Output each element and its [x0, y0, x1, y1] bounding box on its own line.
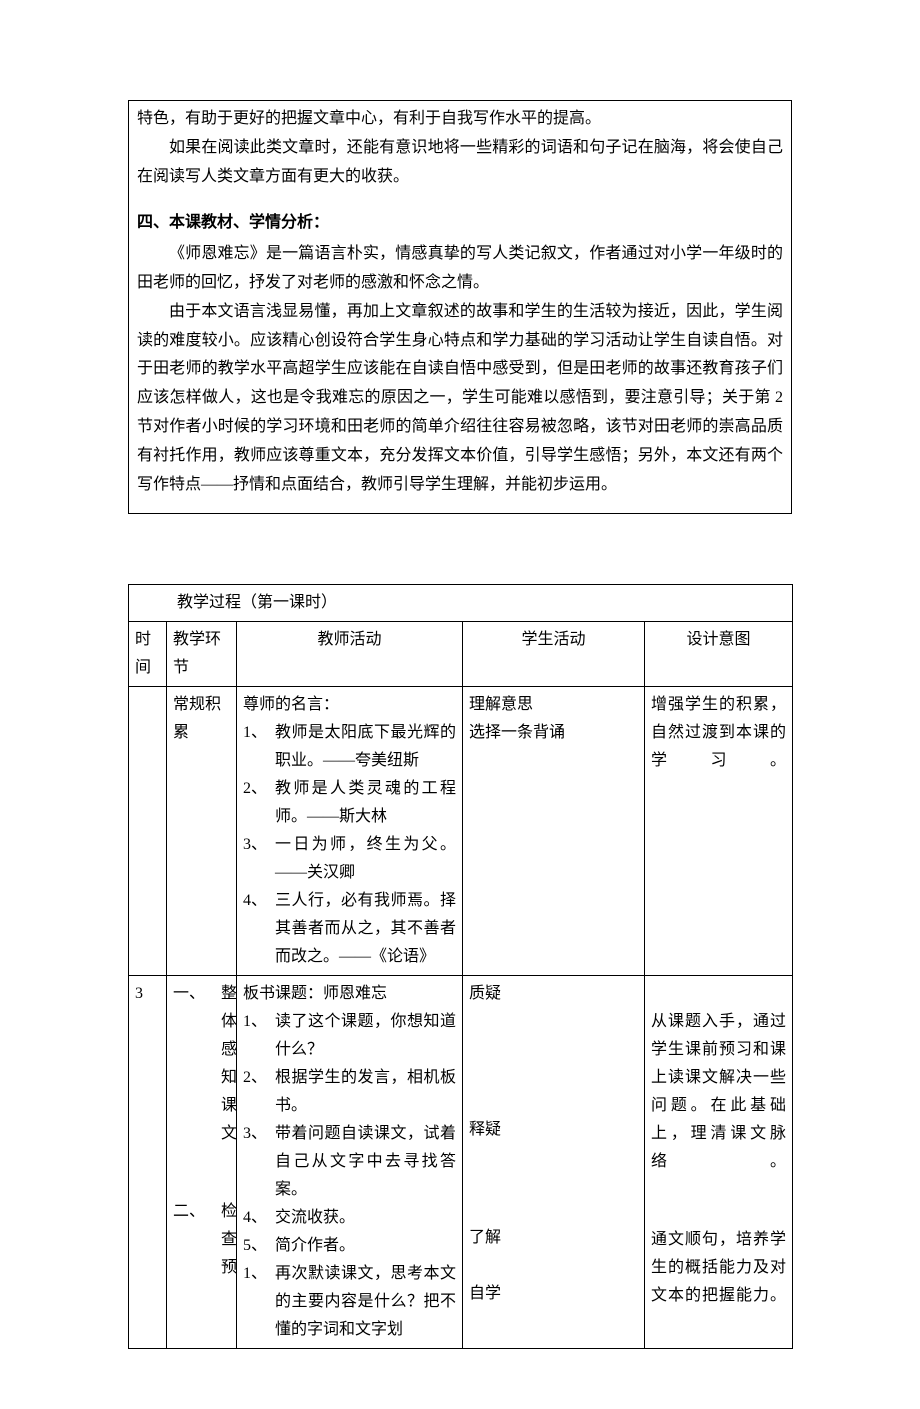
main-intent: 从课题入手，通过学生课前预习和课上读课文解决一些问题。在此基础上，理清课文脉络。… — [645, 976, 793, 1349]
list-item: 读了这个课题，你想知道什么？ — [275, 1013, 456, 1058]
table-row-main: 3 一、 整 体 感 知 课 文 二、 — [129, 976, 793, 1349]
section-heading-4: 四、本课教材、学情分析： — [137, 209, 783, 238]
main-step: 一、 整 体 感 知 课 文 二、 检 查 — [167, 976, 237, 1349]
main-time: 3 — [129, 976, 167, 1349]
main-teacher: 板书课题：师恩难忘 1、读了这个课题，你想知道什么？ 2、根据学生的发言，相机板… — [237, 976, 463, 1349]
accum-time — [129, 687, 167, 976]
main-teacher-list1: 1、读了这个课题，你想知道什么？ 2、根据学生的发言，相机板书。 3、带着问题自… — [243, 1008, 456, 1260]
table-row-accumulation: 常规积累 尊师的名言： 1、教师是太阳底下最光辉的职业。——夸美纽斯 2、教师是… — [129, 687, 793, 976]
header-teacher: 教师活动 — [237, 622, 463, 687]
table-header-row: 时间 教学环节 教师活动 学生活动 设计意图 — [129, 622, 793, 687]
student-q: 质疑 — [469, 980, 638, 1008]
accum-teacher: 尊师的名言： 1、教师是太阳底下最光辉的职业。——夸美纽斯 2、教师是人类灵魂的… — [237, 687, 463, 976]
accum-teacher-list: 1、教师是太阳底下最光辉的职业。——夸美纽斯 2、教师是人类灵魂的工程师。——斯… — [243, 719, 456, 971]
header-intent: 设计意图 — [645, 622, 793, 687]
header-step: 教学环节 — [167, 622, 237, 687]
lesson-plan-table: 教学过程（第一课时） 时间 教学环节 教师活动 学生活动 设计意图 常规积累 尊… — [128, 584, 793, 1349]
main-student: 质疑 释疑 了解 自学 — [463, 976, 645, 1349]
student-know: 了解 — [469, 1224, 638, 1252]
intent2: 通文顺句，培养学生的概括能力及对文本的把握能力。 — [651, 1226, 786, 1310]
accum-step: 常规积累 — [167, 687, 237, 976]
header-time: 时间 — [129, 622, 167, 687]
header-student: 学生活动 — [463, 622, 645, 687]
section4-para-b: 由于本文语言浅显易懂，再加上文章叙述的故事和学生的生活较为接近，因此，学生阅读的… — [137, 298, 783, 500]
plan-title: 教学过程（第一课时） — [129, 585, 793, 622]
list-item: 交流收获。 — [275, 1209, 355, 1226]
section4-para-a: 《师恩难忘》是一篇语言朴实，情感真挚的写人类记叙文，作者通过对小学一年级时的田老… — [137, 240, 783, 298]
analysis-text-block: 特色，有助于更好的把握文章中心，有利于自我写作水平的提高。 如果在阅读此类文章时… — [128, 100, 792, 514]
list-item: 简介作者。 — [275, 1237, 355, 1254]
student-a: 释疑 — [469, 1116, 638, 1144]
list-item: 根据学生的发言，相机板书。 — [275, 1069, 456, 1114]
list-item: 一日为师，终生为父。——关汉卿 — [275, 836, 456, 881]
accum-student: 理解意思 选择一条背诵 — [463, 687, 645, 976]
table-title-row: 教学过程（第一课时） — [129, 585, 793, 622]
accum-teacher-lead: 尊师的名言： — [243, 691, 456, 719]
intro-line2: 如果在阅读此类文章时，还能有意识地将一些精彩的词语和句子记在脑海，将会使自己在阅… — [137, 134, 783, 192]
main-teacher-list2: 1、再次默读课文，思考本文的主要内容是什么？把不懂的字词和文字划 — [243, 1260, 456, 1344]
intro-line1: 特色，有助于更好的把握文章中心，有利于自我写作水平的提高。 — [137, 105, 783, 134]
main-teacher-lead1: 板书课题：师恩难忘 — [243, 980, 456, 1008]
list-item: 带着问题自读课文，试着自己从文字中去寻找答案。 — [275, 1125, 456, 1198]
list-item: 三人行，必有我师焉。择其善者而从之，其不善者而改之。——《论语》 — [275, 892, 456, 965]
intent1: 从课题入手，通过学生课前预习和课上读课文解决一些问题。在此基础上，理清课文脉络。 — [651, 1008, 786, 1176]
list-item: 教师是太阳底下最光辉的职业。——夸美纽斯 — [275, 724, 456, 769]
step2-vertical: 检 查 预 — [221, 1198, 230, 1282]
step1-vertical: 整 体 感 知 课 文 — [221, 980, 230, 1148]
list-item: 教师是人类灵魂的工程师。——斯大林 — [275, 780, 456, 825]
accum-intent: 增强学生的积累，自然过渡到本课的学习。 — [645, 687, 793, 976]
student-self: 自学 — [469, 1280, 638, 1308]
